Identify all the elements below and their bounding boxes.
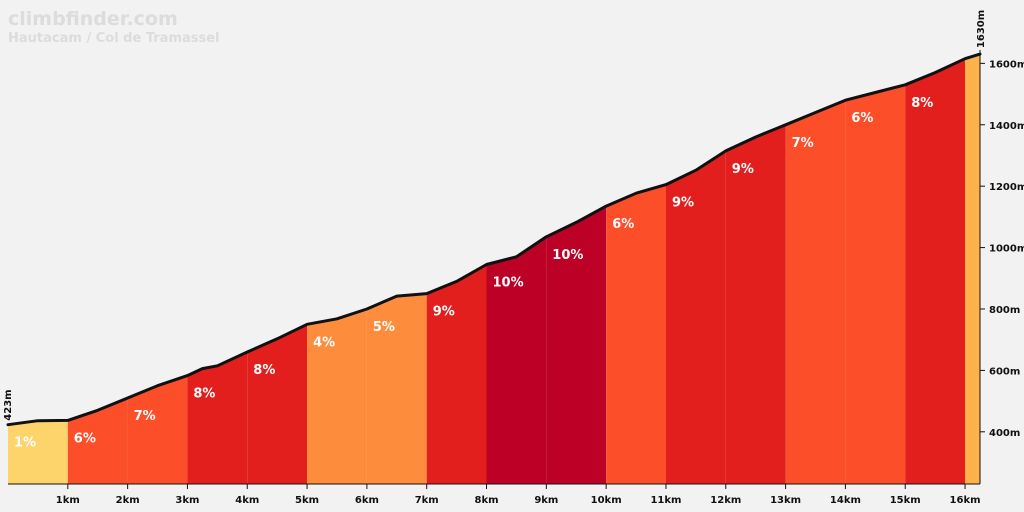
- axes: 1km 2km 3km 4km 5km 6km 7km 8km 9km 10km 11km 12km 1…: [8, 50, 1024, 506]
- gradient-label-10: 10%: [552, 248, 583, 263]
- x-tick-label-6: 6km: [355, 495, 379, 506]
- profile-line: [6, 52, 982, 427]
- gradient-label-7: 5%: [373, 320, 395, 335]
- x-tick-label-10: 10km: [591, 495, 622, 506]
- x-tick-label-8: 8km: [475, 495, 499, 506]
- gradient-segment-9: [486, 236, 547, 484]
- gradient-label-14: 7%: [792, 136, 814, 151]
- x-tick-label-5: 5km: [295, 495, 319, 506]
- gradient-label-16: 8%: [911, 96, 933, 111]
- elevation-edge-labels: 423m 1630m: [3, 10, 987, 421]
- end-elevation-label: 1630m: [976, 10, 987, 48]
- x-tick-label-13: 13km: [770, 495, 801, 506]
- gradient-label-8: 9%: [433, 305, 455, 320]
- x-tick-label-1: 1km: [56, 495, 80, 506]
- chart-header: climbfinder.com Hautacam / Col de Tramas…: [8, 8, 220, 46]
- gradient-segment-4: [187, 352, 248, 484]
- gradient-label-1: 1%: [14, 436, 36, 451]
- x-tick-label-11: 11km: [650, 495, 681, 506]
- gradient-segment-16: [905, 58, 965, 484]
- y-tick-label-5: 1200m: [989, 182, 1024, 193]
- x-tick-label-12: 12km: [710, 495, 741, 506]
- gradient-label-5: 8%: [253, 363, 275, 378]
- gradient-label-4: 8%: [193, 387, 215, 402]
- gradient-label-3: 7%: [134, 409, 156, 424]
- start-elevation-label: 423m: [3, 389, 14, 420]
- gradient-label-15: 6%: [851, 111, 873, 126]
- gradient-segment-17: [965, 54, 980, 484]
- gradient-label-11: 6%: [612, 217, 634, 232]
- y-tick-label-6: 1400m: [989, 121, 1024, 132]
- x-tick-label-16: 16km: [950, 495, 981, 506]
- x-tick-label-4: 4km: [235, 495, 259, 506]
- brand-title: climbfinder.com: [8, 8, 178, 30]
- gradient-label-6: 4%: [313, 335, 335, 350]
- x-tick-label-7: 7km: [415, 495, 439, 506]
- profile-outline: [6, 52, 982, 427]
- gradient-segment-12: [666, 150, 726, 484]
- gradient-segment-5: [247, 324, 308, 484]
- gradient-segment-13: [725, 124, 786, 485]
- x-tick-label-2: 2km: [116, 495, 140, 506]
- gradient-label-9: 10%: [493, 276, 524, 291]
- y-tick-label-1: 400m: [989, 428, 1020, 439]
- y-tick-label-2: 600m: [989, 366, 1020, 377]
- y-tick-label-4: 1000m: [989, 244, 1024, 255]
- gradient-labels: 1% 6% 7% 8% 8% 4% 5% 9% 10% 10% 6% 9% 9% 7% 6% 8%: [14, 96, 933, 451]
- x-tick-label-3: 3km: [175, 495, 199, 506]
- gradient-segment-3: [127, 375, 188, 484]
- gradient-segment-6: [307, 309, 367, 484]
- x-tick-label-9: 9km: [534, 495, 558, 506]
- gradient-segment-8: [426, 264, 487, 484]
- gradient-label-2: 6%: [74, 431, 96, 446]
- gradient-segment-2: [67, 398, 128, 484]
- y-tick-label-3: 800m: [989, 305, 1020, 316]
- gradient-segment-15: [845, 84, 906, 485]
- y-tick-label-7: 1600m: [989, 59, 1024, 70]
- gradient-segment-10: [546, 206, 607, 484]
- gradient-segment-14: [785, 100, 846, 484]
- gradient-label-13: 9%: [732, 162, 754, 177]
- gradient-label-12: 9%: [672, 196, 694, 211]
- x-tick-label-14: 14km: [830, 495, 861, 506]
- x-tick-label-15: 15km: [890, 495, 921, 506]
- gradient-segment-7: [366, 293, 427, 484]
- gradient-segment-1: [8, 420, 68, 484]
- climb-name: Hautacam / Col de Tramassel: [8, 31, 220, 46]
- gradient-segments: [8, 54, 980, 485]
- gradient-segment-11: [606, 184, 666, 484]
